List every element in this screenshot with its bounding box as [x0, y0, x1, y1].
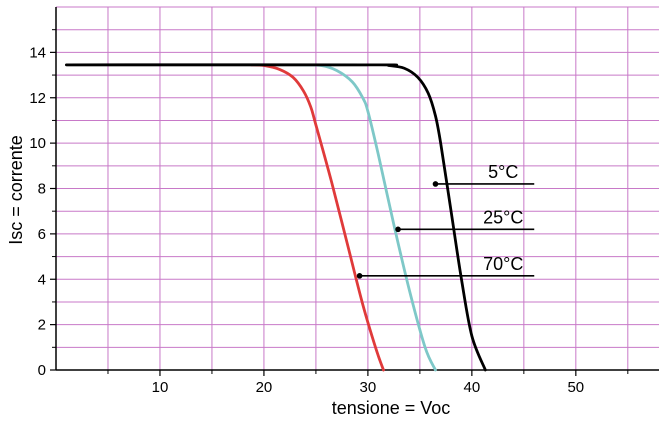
series-line: [298, 63, 437, 372]
temperature-annotations: 5°C 25°C 70°C: [356, 162, 535, 279]
x-tick-label: 10: [152, 379, 169, 396]
y-tick-label: 10: [29, 135, 46, 152]
y-tick-label: 4: [38, 271, 46, 288]
series-line: [64, 63, 487, 372]
axes: 10 20 30 40 50 0 2 4 6 8 10 12 14: [29, 7, 659, 396]
x-tick-label: 40: [464, 379, 481, 396]
y-tick-label: 2: [38, 317, 46, 334]
annotation-dot: [356, 273, 363, 279]
y-tick-label: 12: [29, 90, 46, 107]
annotation-dot: [432, 181, 439, 187]
annotation-label: 5°C: [488, 162, 518, 182]
axis-labels: tensione = Voc Isc = corrente: [6, 135, 450, 418]
x-tick-label: 20: [256, 379, 273, 396]
x-tick-label: 50: [567, 379, 584, 396]
annotation-label: 70°C: [483, 254, 523, 274]
x-axis-label: tensione = Voc: [332, 398, 451, 418]
series-lines: [64, 63, 487, 372]
annotation-label: 25°C: [483, 207, 523, 227]
series-line: [250, 63, 385, 372]
y-tick-label: 8: [38, 181, 46, 198]
y-tick-label: 6: [38, 226, 46, 243]
grid-lines: [56, 6, 659, 370]
y-tick-label: 14: [29, 44, 46, 61]
annotation-dot: [395, 226, 401, 233]
x-tick-label: 30: [360, 379, 377, 396]
y-axis-label: Isc = corrente: [6, 135, 26, 245]
y-tick-label: 0: [38, 362, 46, 379]
